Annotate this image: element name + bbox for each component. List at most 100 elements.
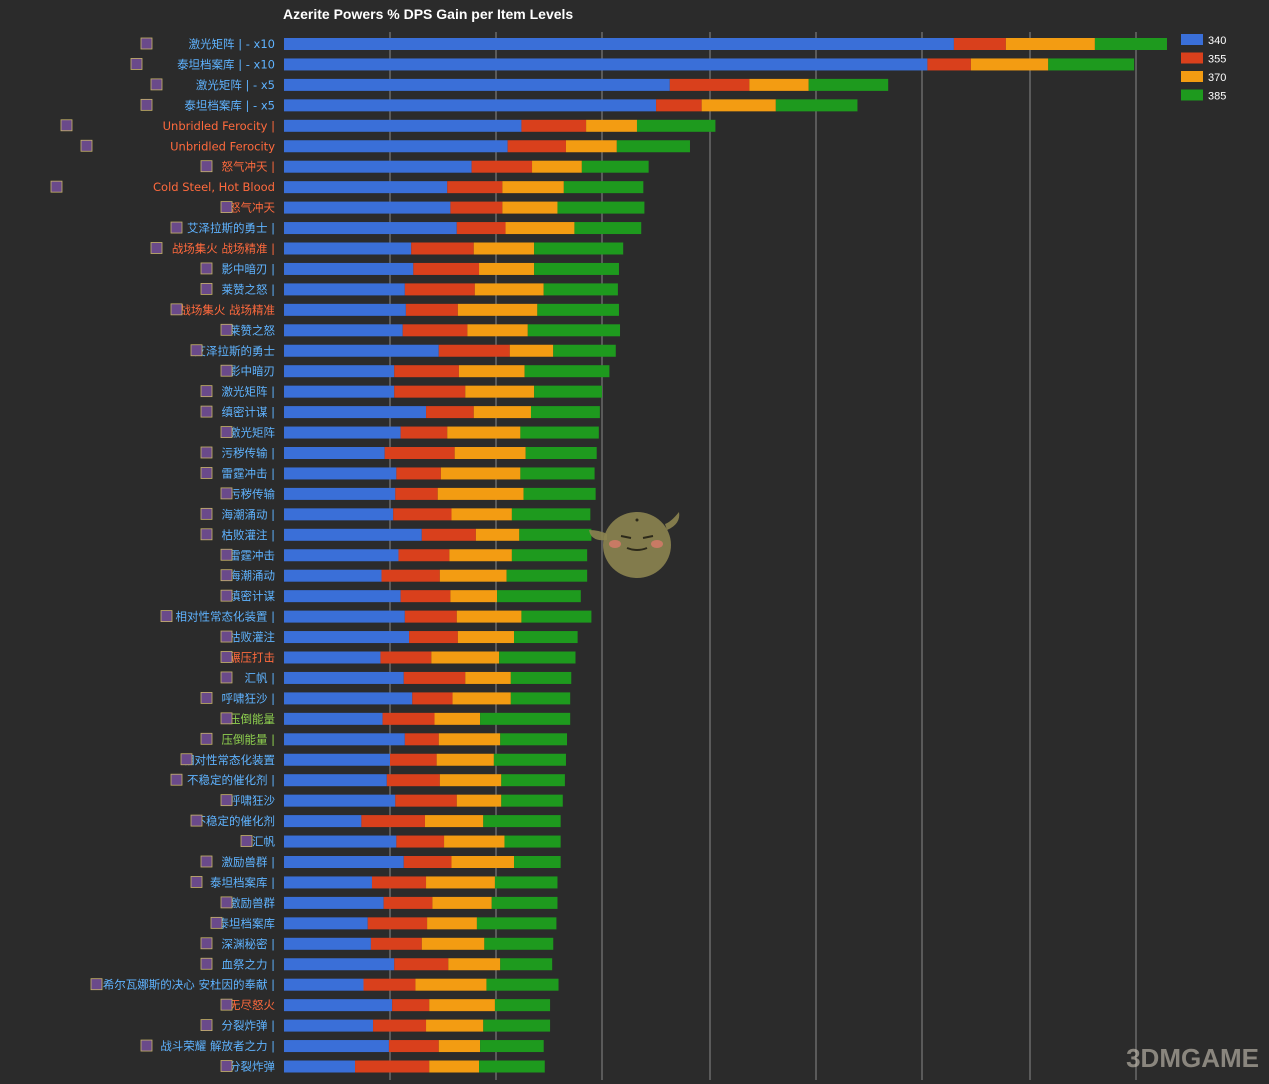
bar-segment-385 [511,549,588,562]
bar-segment-340 [284,201,451,214]
bar-segment-385 [480,1040,544,1053]
category-label: 压倒能量 | [221,732,275,746]
bar-segment-370 [532,160,582,173]
bar-segment-340 [284,467,397,480]
bar-segment-355 [363,978,416,991]
item-icon [220,569,233,582]
category-label: 泰坦档案库 | - x5 [184,98,275,112]
item-icon [190,814,203,827]
bar-segment-385 [514,631,578,644]
item-icon [200,732,213,745]
bar-segment-340 [284,753,390,766]
category-label: 影中暗刃 | [221,262,275,276]
bar-segment-370 [479,262,535,275]
bar-segment-385 [476,917,557,930]
item-icon [80,139,93,152]
bar-segment-340 [284,78,670,91]
bar-segment-340 [284,774,387,787]
bar-segment-385 [574,222,642,235]
item-icon [200,385,213,398]
category-label: Cold Steel, Hot Blood [153,180,275,194]
bar-segment-370 [456,794,502,807]
bar-segment-385 [493,753,566,766]
bar-segment-340 [284,365,395,378]
bar-segment-370 [457,303,538,316]
bar-segment-340 [284,631,410,644]
bar-segment-340 [284,487,396,500]
bar-segment-355 [394,365,459,378]
bar-segment-385 [501,794,563,807]
bar-segment-370 [467,324,528,337]
bar-segment-340 [284,1040,389,1053]
bar-segment-340 [284,815,362,828]
bar-segment-370 [457,631,515,644]
bar-segment-385 [1048,58,1135,71]
bar-segment-370 [586,119,637,132]
item-icon [170,221,183,234]
bar-segment-355 [355,1060,430,1073]
bar-segment-355 [507,140,566,153]
category-label: 莱赞之怒 | [221,282,275,296]
bar-segment-385 [563,181,644,194]
bar-segment-340 [284,38,954,50]
bar-segment-355 [390,753,437,766]
bar-segment-370 [438,1040,481,1053]
bar-segment-370 [701,99,776,112]
bar-segment-370 [456,610,522,623]
bar-segment-340 [284,896,384,909]
bar-segment-355 [380,651,432,664]
category-label: 深渊秘密 | [221,937,275,951]
category-label: 雷霆冲击 | [221,466,275,480]
bar-segment-385 [510,671,572,684]
item-icon [220,364,233,377]
item-icon [220,323,233,336]
bar-segment-370 [448,958,501,971]
bar-segment-355 [373,1019,427,1032]
bar-segment-355 [371,876,427,889]
bar-segment-340 [284,794,396,807]
bar-segment-370 [451,856,515,868]
bar-segment-340 [284,303,406,316]
item-icon [200,282,213,295]
category-label: 汇帆 | [244,671,275,685]
item-icon [140,98,153,111]
bar-segment-385 [510,692,571,705]
bar-segment-340 [284,999,393,1012]
bar-segment-370 [439,569,507,582]
bar-segment-370 [429,1060,480,1073]
item-icon [90,978,103,991]
bar-segment-385 [636,119,716,132]
bar-segment-355 [398,549,450,562]
item-icon [220,487,233,500]
legend-label-370: 370 [1208,72,1226,84]
item-icon [190,344,203,357]
item-icon [200,855,213,868]
bar-segment-385 [537,303,619,316]
bar-segment-355 [394,385,466,398]
item-icon [200,692,213,704]
bar-segment-385 [525,447,597,459]
category-label: 枯败灌注 [229,630,275,644]
bar-segment-370 [437,487,524,500]
bar-segment-340 [284,958,395,971]
item-icon [180,753,193,766]
bar-segment-355 [394,958,449,971]
bar-segment-385 [524,365,610,378]
bar-segment-340 [284,406,427,419]
legend-swatch-385 [1181,89,1203,101]
bar-segment-370 [970,58,1049,71]
category-label: 战斗荣耀 解放者之力 | [160,1039,275,1053]
category-label: 相对性常态化装置 [183,753,275,767]
bar-segment-355 [404,283,475,296]
item-icon [220,712,233,725]
bar-segment-385 [616,140,690,153]
bar-segment-385 [530,406,600,419]
bar-segment-370 [465,671,511,684]
item-icon [60,119,73,132]
legend-label-355: 355 [1208,54,1226,66]
category-label: 污秽传输 | [221,446,275,460]
bar-segment-355 [426,406,474,419]
bar-segment-340 [284,119,522,132]
bar-segment-385 [494,999,551,1012]
